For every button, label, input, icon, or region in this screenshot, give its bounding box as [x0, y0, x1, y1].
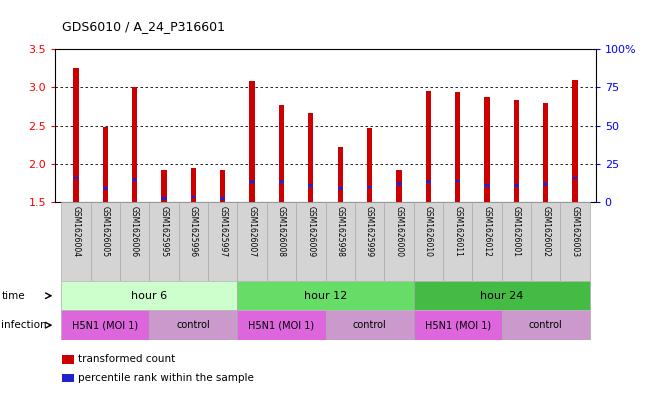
- Bar: [120, 202, 149, 281]
- Text: GSM1626002: GSM1626002: [541, 206, 550, 257]
- Bar: [178, 202, 208, 281]
- Bar: [337, 187, 343, 190]
- Text: control: control: [353, 320, 387, 330]
- Text: control: control: [529, 320, 562, 330]
- Bar: [249, 180, 255, 183]
- Text: GSM1626003: GSM1626003: [571, 206, 579, 257]
- Bar: [149, 310, 238, 340]
- Bar: [367, 128, 372, 202]
- Bar: [413, 202, 443, 281]
- Text: GSM1626010: GSM1626010: [424, 206, 433, 257]
- Text: hour 12: hour 12: [304, 291, 347, 301]
- Bar: [296, 202, 326, 281]
- Text: hour 24: hour 24: [480, 291, 523, 301]
- Bar: [220, 170, 225, 202]
- Bar: [396, 170, 402, 202]
- Bar: [61, 281, 238, 310]
- Bar: [484, 184, 490, 187]
- Bar: [279, 180, 284, 183]
- Text: GSM1626000: GSM1626000: [395, 206, 404, 257]
- Text: GSM1626011: GSM1626011: [453, 206, 462, 256]
- Bar: [484, 97, 490, 202]
- Bar: [132, 178, 137, 181]
- Text: transformed count: transformed count: [78, 354, 175, 364]
- Text: GSM1626001: GSM1626001: [512, 206, 521, 257]
- Text: GSM1626008: GSM1626008: [277, 206, 286, 257]
- Bar: [220, 197, 225, 200]
- Text: time: time: [1, 291, 25, 301]
- Bar: [161, 197, 167, 200]
- Bar: [191, 168, 196, 202]
- Bar: [572, 80, 577, 202]
- Bar: [208, 202, 238, 281]
- Bar: [61, 310, 149, 340]
- Bar: [384, 202, 413, 281]
- Bar: [473, 202, 502, 281]
- Text: GSM1625995: GSM1625995: [159, 206, 169, 257]
- Bar: [103, 127, 108, 202]
- Bar: [132, 87, 137, 202]
- Bar: [367, 186, 372, 188]
- Text: H5N1 (MOI 1): H5N1 (MOI 1): [72, 320, 138, 330]
- Bar: [279, 105, 284, 202]
- Bar: [149, 202, 178, 281]
- Bar: [413, 281, 590, 310]
- Bar: [514, 100, 519, 202]
- Bar: [238, 281, 413, 310]
- Text: GSM1626004: GSM1626004: [72, 206, 80, 257]
- Bar: [74, 176, 79, 179]
- Text: GSM1625998: GSM1625998: [336, 206, 344, 257]
- Bar: [455, 180, 460, 182]
- Text: GSM1626006: GSM1626006: [130, 206, 139, 257]
- Bar: [531, 202, 561, 281]
- Bar: [238, 202, 267, 281]
- Text: GSM1626007: GSM1626007: [247, 206, 256, 257]
- Bar: [326, 202, 355, 281]
- Text: GSM1625999: GSM1625999: [365, 206, 374, 257]
- Bar: [61, 202, 90, 281]
- Bar: [308, 114, 314, 202]
- Text: GSM1625996: GSM1625996: [189, 206, 198, 257]
- Bar: [543, 184, 548, 186]
- Bar: [426, 180, 431, 183]
- Bar: [103, 187, 108, 190]
- Bar: [396, 182, 402, 185]
- Text: GSM1626009: GSM1626009: [307, 206, 315, 257]
- Bar: [502, 202, 531, 281]
- Bar: [572, 176, 577, 179]
- Text: H5N1 (MOI 1): H5N1 (MOI 1): [249, 320, 314, 330]
- Bar: [326, 310, 413, 340]
- Bar: [443, 202, 473, 281]
- Bar: [267, 202, 296, 281]
- Bar: [90, 202, 120, 281]
- Text: H5N1 (MOI 1): H5N1 (MOI 1): [424, 320, 491, 330]
- Text: GSM1626012: GSM1626012: [482, 206, 492, 256]
- Bar: [238, 310, 326, 340]
- Bar: [455, 92, 460, 202]
- Bar: [561, 202, 590, 281]
- Bar: [355, 202, 384, 281]
- Bar: [161, 170, 167, 202]
- Bar: [426, 91, 431, 202]
- Bar: [514, 184, 519, 187]
- Text: GSM1625997: GSM1625997: [218, 206, 227, 257]
- Bar: [308, 184, 314, 187]
- Bar: [74, 68, 79, 202]
- Text: GSM1626005: GSM1626005: [101, 206, 110, 257]
- Bar: [337, 147, 343, 202]
- Bar: [249, 81, 255, 202]
- Text: control: control: [176, 320, 210, 330]
- Text: infection: infection: [1, 320, 47, 330]
- Text: GDS6010 / A_24_P316601: GDS6010 / A_24_P316601: [62, 20, 225, 33]
- Bar: [502, 310, 590, 340]
- Bar: [413, 310, 502, 340]
- Bar: [543, 103, 548, 202]
- Bar: [191, 196, 196, 198]
- Text: percentile rank within the sample: percentile rank within the sample: [78, 373, 254, 383]
- Text: hour 6: hour 6: [132, 291, 167, 301]
